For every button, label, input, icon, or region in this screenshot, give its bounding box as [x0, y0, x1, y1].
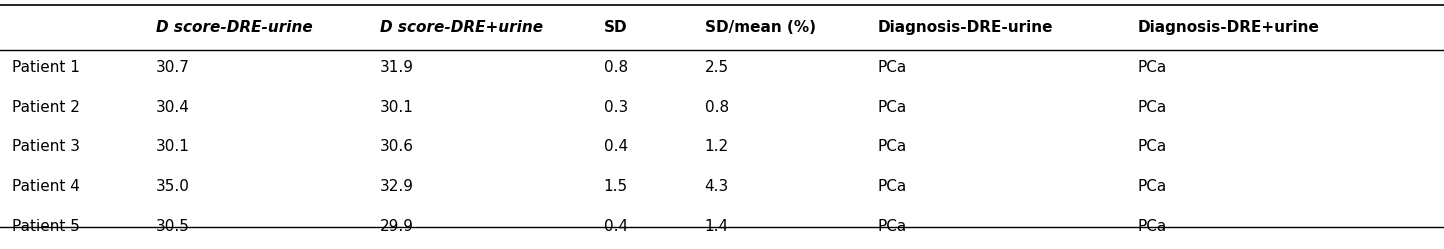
Text: PCa: PCa — [878, 179, 907, 194]
Text: 30.1: 30.1 — [156, 139, 189, 154]
Text: 30.7: 30.7 — [156, 60, 189, 75]
Text: PCa: PCa — [1138, 219, 1167, 234]
Text: 0.8: 0.8 — [604, 60, 628, 75]
Text: 2.5: 2.5 — [705, 60, 729, 75]
Text: D score-DRE+urine: D score-DRE+urine — [380, 20, 543, 35]
Text: 35.0: 35.0 — [156, 179, 189, 194]
Text: SD: SD — [604, 20, 627, 35]
Text: SD/mean (%): SD/mean (%) — [705, 20, 816, 35]
Text: 1.2: 1.2 — [705, 139, 729, 154]
Text: 30.6: 30.6 — [380, 139, 414, 154]
Text: D score-DRE-urine: D score-DRE-urine — [156, 20, 313, 35]
Text: PCa: PCa — [878, 219, 907, 234]
Text: Diagnosis-DRE+urine: Diagnosis-DRE+urine — [1138, 20, 1320, 35]
Text: 1.4: 1.4 — [705, 219, 729, 234]
Text: 0.4: 0.4 — [604, 139, 628, 154]
Text: PCa: PCa — [1138, 139, 1167, 154]
Text: Patient 4: Patient 4 — [12, 179, 79, 194]
Text: 0.4: 0.4 — [604, 219, 628, 234]
Text: PCa: PCa — [1138, 60, 1167, 75]
Text: 1.5: 1.5 — [604, 179, 628, 194]
Text: Patient 1: Patient 1 — [12, 60, 79, 75]
Text: 30.1: 30.1 — [380, 100, 413, 115]
Text: 32.9: 32.9 — [380, 179, 414, 194]
Text: 30.5: 30.5 — [156, 219, 189, 234]
Text: 30.4: 30.4 — [156, 100, 189, 115]
Text: Patient 2: Patient 2 — [12, 100, 79, 115]
Text: 0.3: 0.3 — [604, 100, 628, 115]
Text: Patient 5: Patient 5 — [12, 219, 79, 234]
Text: PCa: PCa — [878, 139, 907, 154]
Text: Diagnosis-DRE-urine: Diagnosis-DRE-urine — [878, 20, 1054, 35]
Text: Patient 3: Patient 3 — [12, 139, 79, 154]
Text: 0.8: 0.8 — [705, 100, 729, 115]
Text: PCa: PCa — [1138, 100, 1167, 115]
Text: PCa: PCa — [878, 100, 907, 115]
Text: PCa: PCa — [1138, 179, 1167, 194]
Text: 29.9: 29.9 — [380, 219, 414, 234]
Text: PCa: PCa — [878, 60, 907, 75]
Text: 4.3: 4.3 — [705, 179, 729, 194]
Text: 31.9: 31.9 — [380, 60, 414, 75]
